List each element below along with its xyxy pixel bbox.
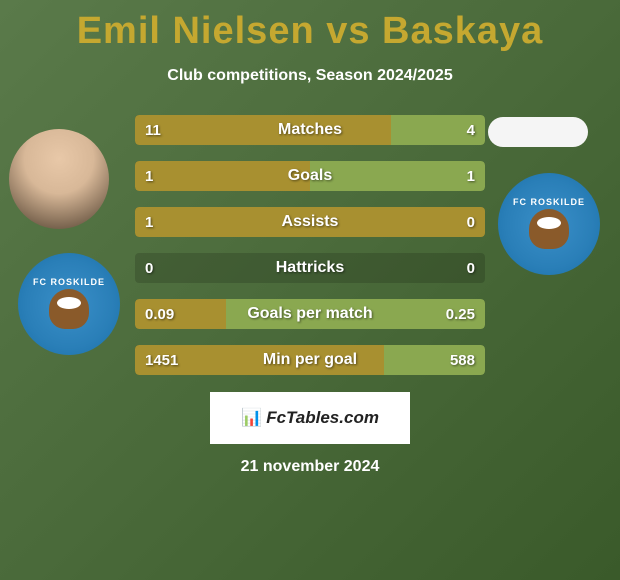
date-label: 21 november 2024	[0, 458, 620, 476]
bird-icon	[529, 209, 569, 249]
attribution-text: FcTables.com	[266, 408, 379, 428]
player2-avatar	[488, 117, 588, 147]
stats-table: Matches114Goals11Assists10Hattricks00Goa…	[135, 115, 485, 391]
stat-value-player1: 1451	[145, 345, 178, 375]
stat-value-player1: 0	[145, 253, 153, 283]
stat-label: Matches	[135, 115, 485, 145]
stat-label: Hattricks	[135, 253, 485, 283]
club2-name-top: FC ROSKILDE	[513, 197, 585, 207]
stat-value-player1: 0.09	[145, 299, 174, 329]
stat-value-player1: 1	[145, 207, 153, 237]
bird-icon	[49, 289, 89, 329]
stat-value-player2: 0.25	[446, 299, 475, 329]
page-subtitle: Club competitions, Season 2024/2025	[0, 67, 620, 85]
attribution-badge: 📊 FcTables.com	[210, 392, 410, 444]
stat-label: Goals	[135, 161, 485, 191]
stat-label: Min per goal	[135, 345, 485, 375]
chart-icon: 📊	[241, 408, 262, 428]
stat-row: Goals per match0.09 0.25	[135, 299, 485, 329]
page-title: Emil Nielsen vs Baskaya	[0, 0, 620, 53]
stat-value-player2: 0	[467, 253, 475, 283]
stat-value-player2: 1	[467, 161, 475, 191]
stat-row: Matches11 4	[135, 115, 485, 145]
stat-row: Hattricks0 0	[135, 253, 485, 283]
player1-avatar	[9, 129, 109, 229]
stat-value-player1: 11	[145, 115, 161, 145]
stat-row: Goals1 1	[135, 161, 485, 191]
stat-row: Assists1 0	[135, 207, 485, 237]
stat-value-player2: 4	[467, 115, 475, 145]
stat-value-player2: 0	[467, 207, 475, 237]
club1-name-top: FC ROSKILDE	[33, 277, 105, 287]
club2-badge: FC ROSKILDE	[498, 173, 600, 275]
stat-label: Goals per match	[135, 299, 485, 329]
stat-value-player2: 588	[450, 345, 475, 375]
stat-label: Assists	[135, 207, 485, 237]
stat-row: Min per goal1451 588	[135, 345, 485, 375]
club1-badge: FC ROSKILDE	[18, 253, 120, 355]
stat-value-player1: 1	[145, 161, 153, 191]
